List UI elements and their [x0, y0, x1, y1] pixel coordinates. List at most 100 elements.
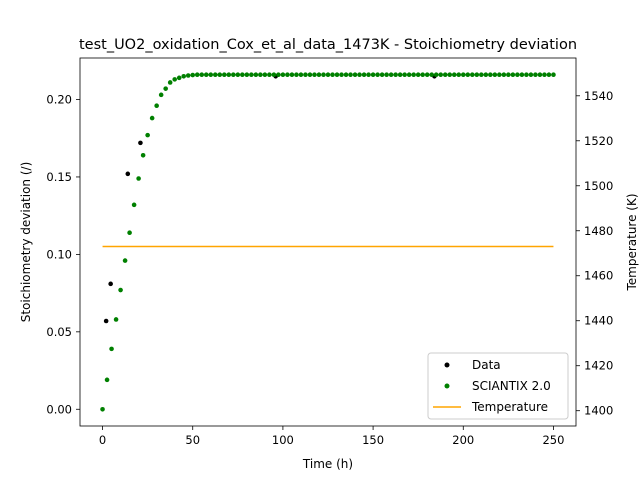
sciantix-point	[343, 72, 349, 78]
sciantix-point	[546, 72, 552, 78]
sciantix-point	[235, 72, 241, 78]
data-point	[103, 318, 109, 324]
x-tick-label: 200	[452, 433, 474, 447]
sciantix-point	[515, 72, 520, 78]
sciantix-point	[469, 72, 475, 78]
sciantix-point	[181, 73, 187, 79]
data-point	[125, 171, 131, 177]
sciantix-point	[226, 72, 232, 78]
x-ticks: 0 50 100 150 200 250	[99, 426, 564, 447]
sciantix-point	[285, 72, 290, 78]
legend-sciantix-swatch	[444, 383, 450, 389]
sciantix-point	[488, 72, 493, 78]
x-tick-label: 0	[99, 433, 106, 447]
sciantix-point	[415, 72, 421, 78]
sciantix-point	[375, 72, 380, 78]
sciantix-point	[316, 72, 322, 78]
sciantix-point	[411, 72, 416, 78]
y2-tick-label: 1500	[584, 179, 613, 193]
sciantix-point	[158, 92, 164, 98]
sciantix-point	[433, 72, 439, 78]
y2-tick-label: 1540	[584, 89, 613, 103]
sciantix-point	[379, 72, 385, 78]
sciantix-point	[334, 72, 340, 78]
sciantix-point	[185, 73, 191, 78]
sciantix-point	[339, 72, 344, 78]
sciantix-point	[429, 72, 435, 78]
data-point	[138, 140, 143, 146]
sciantix-point	[519, 72, 525, 78]
sciantix-point	[208, 72, 214, 78]
sciantix-point	[100, 406, 105, 412]
plot-area	[100, 72, 556, 412]
sciantix-point	[474, 72, 480, 78]
x-tick-label: 100	[272, 433, 294, 447]
sciantix-point	[406, 72, 412, 78]
sciantix-point	[298, 72, 304, 78]
sciantix-point	[167, 80, 173, 85]
sciantix-point	[253, 72, 259, 78]
sciantix-point	[249, 72, 254, 78]
sciantix-point	[424, 72, 430, 78]
sciantix-point	[451, 72, 457, 78]
sciantix-point	[307, 72, 313, 78]
sciantix-point	[330, 72, 335, 78]
sciantix-point	[321, 72, 326, 78]
sciantix-point	[402, 72, 407, 78]
sciantix-point	[357, 72, 362, 78]
x-axis-label: Time (h)	[302, 457, 353, 471]
sciantix-point	[537, 72, 543, 78]
axes-frame	[79, 57, 577, 427]
y2-tick-label: 1420	[584, 359, 613, 373]
sciantix-point	[262, 72, 268, 78]
y-tick-label: 0.10	[46, 247, 72, 261]
sciantix-point	[312, 72, 317, 78]
sciantix-point	[370, 72, 376, 78]
sciantix-point	[352, 72, 358, 78]
y2-tick-label: 1520	[584, 134, 613, 148]
legend-frame	[427, 352, 569, 420]
sciantix-point	[267, 72, 272, 78]
y2-tick-label: 1440	[584, 314, 613, 328]
sciantix-point	[397, 72, 403, 78]
y2-tick-label: 1400	[584, 404, 613, 418]
sciantix-point	[145, 132, 150, 138]
sciantix-point	[289, 72, 295, 78]
y-axis-label: Stoichiometry deviation (/)	[19, 162, 33, 323]
sciantix-point	[483, 72, 489, 78]
sciantix-point	[384, 72, 389, 78]
sciantix-point	[447, 72, 453, 78]
sciantix-point	[131, 202, 137, 208]
sciantix-point	[325, 72, 331, 78]
sciantix-point	[194, 72, 200, 78]
sciantix-point	[271, 72, 277, 78]
y-tick-label: 0.00	[46, 402, 72, 416]
legend-label: Data	[472, 358, 501, 372]
sciantix-point	[276, 72, 281, 78]
sciantix-point	[240, 72, 245, 78]
sciantix-point	[136, 176, 141, 181]
sciantix-point	[303, 72, 308, 78]
sciantix-point	[497, 72, 502, 78]
sciantix-point	[524, 72, 529, 78]
x-tick-label: 150	[362, 433, 384, 447]
sciantix-point	[172, 77, 177, 82]
sciantix-point	[280, 72, 286, 78]
legend-label: Temperature	[471, 400, 548, 414]
sciantix-point	[420, 72, 425, 78]
y-ticks: 0.00 0.05 0.10 0.15 0.20	[46, 93, 80, 416]
y-tick-label: 0.05	[46, 325, 72, 339]
sciantix-point	[348, 72, 353, 78]
sciantix-point	[551, 72, 556, 78]
sciantix-point	[438, 72, 444, 78]
sciantix-point	[393, 72, 398, 78]
legend-label: SCIANTIX 2.0	[472, 379, 551, 393]
sciantix-point	[104, 377, 110, 383]
y-tick-label: 0.20	[46, 93, 72, 107]
sciantix-point	[492, 72, 498, 78]
sciantix-point	[154, 103, 159, 109]
sciantix-point	[190, 72, 196, 78]
y-tick-label: 0.15	[46, 170, 72, 184]
sciantix-point	[127, 230, 132, 236]
